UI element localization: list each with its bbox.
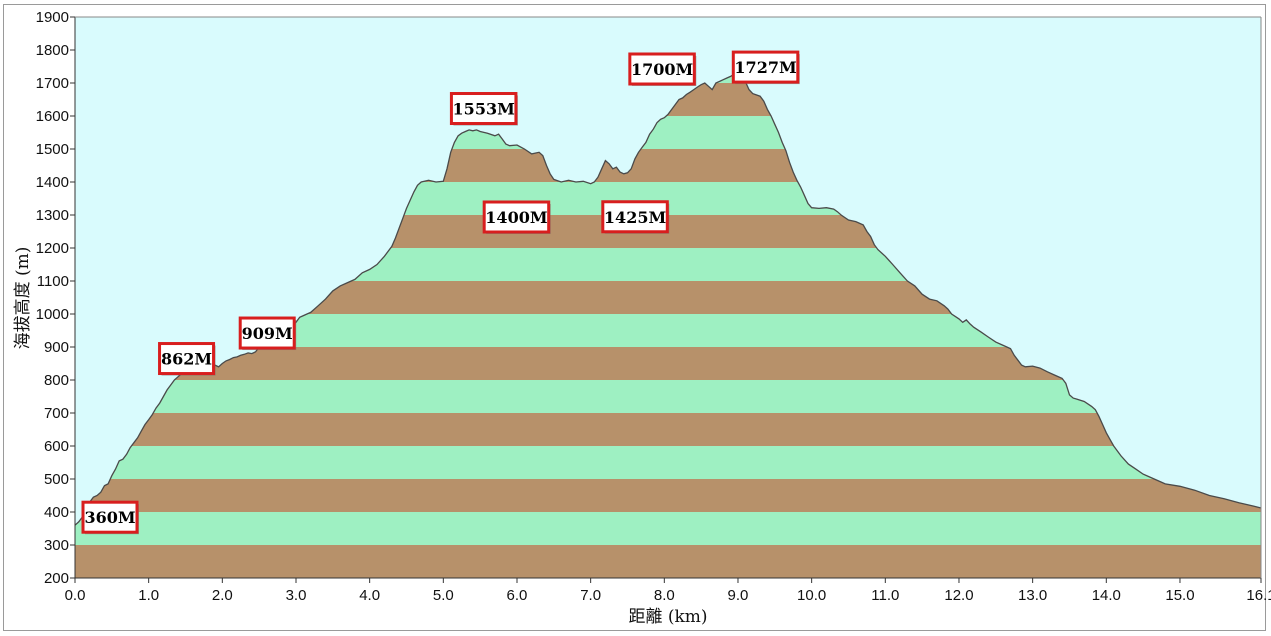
y-tick-label: 600 bbox=[44, 438, 69, 455]
x-tick-label: 12.0 bbox=[944, 587, 973, 604]
label-text: 1425M bbox=[604, 208, 666, 227]
y-tick-label: 1900 bbox=[36, 9, 69, 26]
y-axis-title: 海拔高度 (m) bbox=[13, 247, 33, 350]
x-tick-label: 5.0 bbox=[433, 587, 454, 604]
elevation-label: 1553M bbox=[449, 92, 518, 126]
y-tick-label: 1100 bbox=[37, 273, 69, 290]
y-tick-label: 800 bbox=[44, 372, 69, 389]
x-tick-label: 11.0 bbox=[871, 587, 899, 604]
label-text: 1700M bbox=[631, 60, 693, 79]
elevation-label: 1425M bbox=[601, 200, 670, 234]
label-text: 909M bbox=[242, 324, 293, 343]
x-tick-label: 0.0 bbox=[65, 587, 86, 604]
elevation-label: 909M bbox=[238, 316, 297, 351]
x-tick-label: 2.0 bbox=[212, 587, 233, 604]
y-tick-label: 1600 bbox=[36, 108, 69, 125]
label-text: 1400M bbox=[485, 208, 547, 227]
label-text: 360M bbox=[84, 508, 135, 527]
label-box bbox=[482, 200, 551, 234]
elevation-label: 862M bbox=[158, 342, 216, 376]
x-tick-label: 15.0 bbox=[1165, 587, 1194, 604]
elevation-band bbox=[75, 545, 1261, 578]
chart-frame bbox=[3, 4, 1266, 631]
y-tick-label: 400 bbox=[44, 504, 69, 521]
x-tick-label: 14.0 bbox=[1092, 587, 1121, 604]
label-box bbox=[81, 500, 139, 534]
elevation-label: 1400M bbox=[482, 200, 551, 234]
x-tick-label: 16.1 bbox=[1246, 587, 1271, 604]
axes bbox=[70, 16, 1262, 583]
label-box bbox=[158, 342, 216, 376]
y-tick-labels: 200 300 400 500 600 700 800 900 1000 1100 1200 1300… bbox=[36, 9, 69, 587]
elevation-band bbox=[75, 380, 1261, 413]
y-tick-label: 900 bbox=[44, 339, 69, 356]
x-tick-labels: 0.0 1.0 2.0 3.0 4.0 5.0 6.0 7.0 8.0 9.0 10.0 11.0 12… bbox=[65, 587, 1271, 604]
x-tick-label: 9.0 bbox=[728, 587, 749, 604]
label-box bbox=[238, 316, 296, 350]
x-tick-label: 7.0 bbox=[580, 587, 601, 604]
profile-line bbox=[74, 73, 1262, 526]
y-tick-label: 1200 bbox=[36, 240, 69, 257]
elevation-label: 1700M bbox=[628, 52, 697, 86]
y-tick-label: 1400 bbox=[36, 174, 69, 191]
elevation-band bbox=[75, 479, 1261, 512]
label-text: 1727M bbox=[734, 58, 796, 77]
label-box bbox=[449, 92, 518, 126]
profile-line-layer bbox=[74, 73, 1262, 526]
x-tick-label: 13.0 bbox=[1018, 587, 1047, 604]
x-tick-label: 8.0 bbox=[654, 587, 675, 604]
label-box bbox=[601, 200, 669, 234]
x-tick-label: 10.0 bbox=[797, 587, 826, 604]
y-tick-label: 700 bbox=[44, 405, 69, 422]
label-text: 862M bbox=[161, 350, 212, 369]
x-tick-label: 4.0 bbox=[359, 587, 380, 604]
elevation-band bbox=[75, 413, 1261, 446]
x-tick-label: 1.0 bbox=[138, 587, 159, 604]
label-text: 1553M bbox=[453, 100, 515, 119]
y-tick-label: 1300 bbox=[36, 207, 69, 224]
elevation-label: 360M bbox=[81, 500, 139, 535]
y-tick-label: 1500 bbox=[36, 141, 69, 158]
elevation-band bbox=[75, 446, 1261, 479]
label-box bbox=[731, 50, 800, 84]
x-tick-label: 6.0 bbox=[507, 587, 528, 604]
elevation-annotations: 360M 862M 909M 1553M 1400M 1425M 1700M 1727M bbox=[81, 50, 800, 535]
y-tick-label: 1700 bbox=[36, 75, 69, 92]
y-tick-label: 300 bbox=[44, 537, 69, 554]
elevation-label: 1727M bbox=[731, 50, 800, 85]
y-tick-label: 1000 bbox=[36, 306, 69, 323]
label-box bbox=[628, 52, 696, 86]
x-axis-title: 距離 (km) bbox=[628, 607, 707, 627]
elevation-band bbox=[75, 512, 1261, 545]
y-tick-label: 500 bbox=[44, 471, 69, 488]
y-tick-label: 200 bbox=[44, 570, 69, 587]
y-tick-label: 1800 bbox=[36, 42, 69, 59]
x-tick-label: 3.0 bbox=[286, 587, 307, 604]
